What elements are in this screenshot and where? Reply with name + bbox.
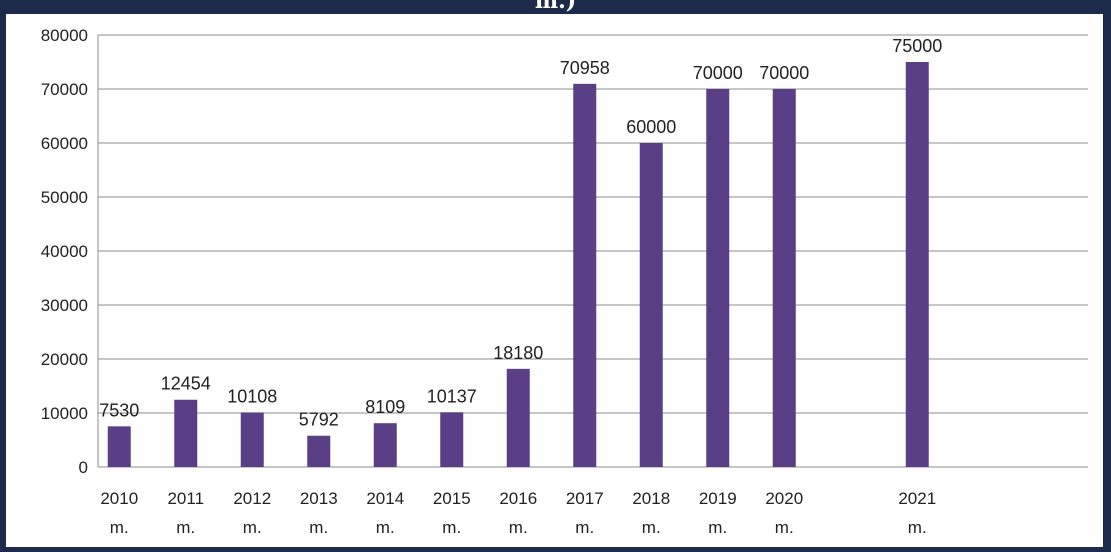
x-tick-label-unit: m.	[775, 518, 794, 537]
x-tick-label-unit: m.	[176, 518, 195, 537]
y-tick-label: 10000	[41, 404, 88, 423]
bars	[107, 62, 929, 468]
x-tick-label-unit: m.	[509, 518, 528, 537]
x-tick-label-year: 2013	[300, 489, 338, 508]
x-tick-label-year: 2012	[233, 489, 271, 508]
x-tick-label-unit: m.	[309, 518, 328, 537]
x-tick-label-unit: m.	[376, 518, 395, 537]
y-tick-label: 70000	[41, 80, 88, 99]
bar-chart: 0 10000 20000 30000 40000 50000 60000 70000 8000…	[41, 26, 1088, 537]
x-tick-label-unit: m.	[575, 518, 594, 537]
x-tick-label-year: 2021	[898, 489, 936, 508]
x-tick-label-year: 2011	[167, 489, 204, 508]
y-tick-label: 40000	[41, 242, 88, 261]
y-tick-label: 50000	[41, 188, 88, 207]
x-tick-label-year: 2015	[433, 489, 471, 508]
data-label-2019: 70000	[693, 63, 743, 83]
y-tick-label: 0	[79, 458, 88, 477]
data-labels: 7530 12454 10108 5792 8109 10137 18180 70958 600…	[99, 36, 942, 430]
bar-2019	[706, 89, 730, 467]
data-label-2011: 12454	[161, 374, 211, 394]
data-label-2017: 70958	[560, 58, 610, 78]
y-axis-tick-labels: 0 10000 20000 30000 40000 50000 60000 70000 8000…	[41, 26, 88, 477]
x-tick-label-year: 2014	[366, 489, 404, 508]
x-tick-label-year: 2019	[699, 489, 737, 508]
data-label-2020: 70000	[759, 63, 809, 83]
x-tick-label-unit: m.	[243, 518, 262, 537]
bar-2020	[772, 89, 796, 467]
bar-2015	[440, 412, 464, 467]
chart-panel: 0 10000 20000 30000 40000 50000 60000 70000 8000…	[6, 14, 1103, 547]
bar-2013	[307, 435, 331, 467]
data-label-2021: 75000	[892, 36, 942, 56]
y-tick-label: 60000	[41, 134, 88, 153]
slide-title-fragment: m.)	[534, 0, 577, 14]
bar-2010	[107, 426, 131, 467]
bar-2012	[240, 412, 264, 467]
bar-2016	[506, 368, 530, 467]
x-tick-label-unit: m.	[908, 518, 927, 537]
x-axis-tick-labels: 2010 m. 2011 m. 2012 m. 2013 m. 2014 m. 2015 m. 2016…	[100, 489, 936, 537]
data-label-2015: 10137	[427, 386, 477, 406]
x-tick-label-year: 2017	[566, 489, 604, 508]
data-label-2012: 10108	[227, 386, 277, 406]
data-label-2010: 7530	[99, 400, 139, 420]
bar-2021	[905, 62, 929, 467]
y-tick-label: 30000	[41, 296, 88, 315]
x-tick-label-year: 2020	[765, 489, 803, 508]
data-label-2014: 8109	[365, 397, 405, 417]
x-tick-label-unit: m.	[442, 518, 461, 537]
x-tick-label-unit: m.	[110, 518, 129, 537]
bar-2017	[573, 83, 597, 468]
y-tick-label: 20000	[41, 350, 88, 369]
x-tick-label-year: 2010	[100, 489, 138, 508]
x-tick-label-year: 2018	[632, 489, 670, 508]
x-tick-label-unit: m.	[708, 518, 727, 537]
x-tick-label-unit: m.	[642, 518, 661, 537]
data-label-2018: 60000	[626, 117, 676, 137]
data-label-2016: 18180	[493, 343, 543, 363]
bar-2014	[373, 423, 397, 467]
y-tick-label: 80000	[41, 26, 88, 45]
x-tick-label-year: 2016	[499, 489, 537, 508]
data-label-2013: 5792	[299, 410, 339, 430]
bar-2018	[639, 143, 663, 467]
bar-2011	[174, 399, 198, 467]
